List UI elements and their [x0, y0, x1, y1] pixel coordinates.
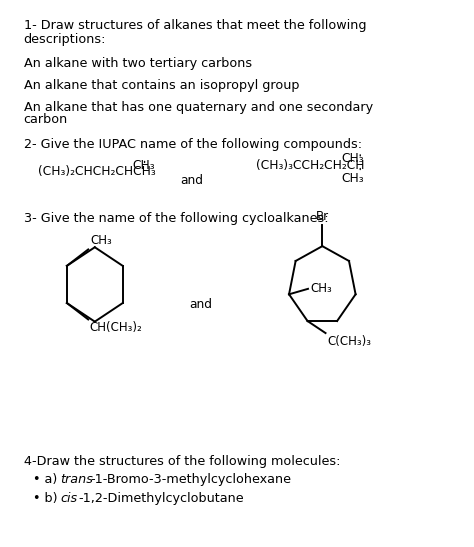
Text: (CH₃)₃CCH₂CH₂CH: (CH₃)₃CCH₂CH₂CH	[256, 159, 365, 172]
Text: Br: Br	[316, 210, 329, 223]
Text: 2- Give the IUPAC name of the following compounds:: 2- Give the IUPAC name of the following …	[24, 138, 362, 151]
Text: -1,2-Dimethylcyclobutane: -1,2-Dimethylcyclobutane	[78, 492, 244, 505]
Text: • a): • a)	[33, 473, 62, 486]
Text: (CH₃)₂CHCH₂CHCH₃: (CH₃)₂CHCH₂CHCH₃	[38, 165, 155, 178]
Text: 4-Draw the structures of the following molecules:: 4-Draw the structures of the following m…	[24, 455, 340, 468]
Text: 1- Draw structures of alkanes that meet the following: 1- Draw structures of alkanes that meet …	[24, 19, 366, 32]
Text: An alkane that contains an isopropyl group: An alkane that contains an isopropyl gro…	[24, 79, 299, 92]
Text: trans: trans	[61, 473, 93, 486]
Text: C(CH₃)₃: C(CH₃)₃	[327, 335, 371, 348]
Text: • b): • b)	[33, 492, 62, 505]
Text: CH(CH₃)₂: CH(CH₃)₂	[90, 321, 142, 334]
Text: cis: cis	[61, 492, 78, 505]
Text: CH₃: CH₃	[342, 152, 365, 165]
Text: CH₃: CH₃	[310, 282, 332, 295]
Text: CH₃: CH₃	[91, 234, 112, 247]
Text: carbon: carbon	[24, 113, 68, 126]
Text: and: and	[190, 298, 213, 311]
Text: descriptions:: descriptions:	[24, 33, 106, 46]
Text: CH₃: CH₃	[342, 172, 365, 185]
Text: -1-Bromo-3-methylcyclohexane: -1-Bromo-3-methylcyclohexane	[90, 473, 291, 486]
Text: An alkane with two tertiary carbons: An alkane with two tertiary carbons	[24, 57, 252, 71]
Text: CH₃: CH₃	[133, 159, 155, 172]
Text: and: and	[180, 174, 203, 187]
Text: 3- Give the name of the following cycloalkanes:: 3- Give the name of the following cycloa…	[24, 212, 328, 225]
Text: An alkane that has one quaternary and one secondary: An alkane that has one quaternary and on…	[24, 101, 373, 114]
